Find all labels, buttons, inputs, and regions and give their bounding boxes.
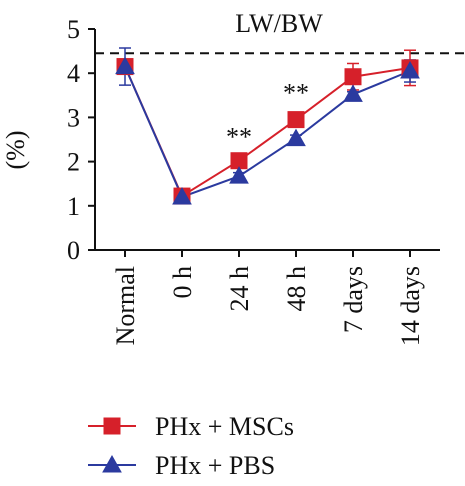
y-tick-label: 1 bbox=[67, 192, 80, 221]
legend-marker-mscs bbox=[103, 417, 121, 435]
legend-label-pbs: PHx + PBS bbox=[155, 451, 275, 480]
data-point-pbs bbox=[343, 84, 363, 102]
y-tick-label: 4 bbox=[67, 59, 80, 88]
x-tick-label: 7 days bbox=[339, 266, 368, 333]
data-point-pbs bbox=[172, 186, 192, 205]
series-line-mscs bbox=[124, 66, 411, 198]
x-tick-label: 14 days bbox=[396, 266, 425, 346]
data-point-pbs bbox=[229, 166, 249, 184]
legend-label-mscs: PHx + MSCs bbox=[155, 412, 294, 441]
plot-area: 0 1 2 3 4 5 Normal 0 h 24 h 48 h 7 days 14 days ** ** bbox=[67, 15, 465, 346]
y-tick-label: 0 bbox=[67, 236, 80, 265]
x-tick-label: 24 h bbox=[225, 266, 254, 312]
data-point-pbs bbox=[115, 56, 135, 75]
x-tick-label: 48 h bbox=[282, 266, 311, 312]
y-tick-label: 2 bbox=[67, 148, 80, 177]
y-tick-label: 5 bbox=[67, 15, 80, 44]
legend-marker-pbs bbox=[102, 454, 122, 473]
significance-marker: ** bbox=[283, 78, 309, 107]
x-tick-label: 0 h bbox=[168, 266, 197, 299]
y-axis-label: (%) bbox=[1, 131, 30, 170]
chart-title: LW/BW bbox=[235, 9, 323, 38]
significance-marker: ** bbox=[226, 123, 252, 152]
data-point-pbs bbox=[286, 128, 306, 147]
series-line-pbs bbox=[124, 66, 411, 199]
data-point-pbs bbox=[400, 60, 420, 79]
legend: PHx + MSCs PHx + PBS bbox=[88, 412, 294, 480]
x-tick-label: Normal bbox=[111, 266, 140, 345]
data-point-mscs bbox=[344, 68, 362, 86]
y-tick-label: 3 bbox=[67, 103, 80, 132]
data-point-mscs bbox=[287, 111, 305, 129]
